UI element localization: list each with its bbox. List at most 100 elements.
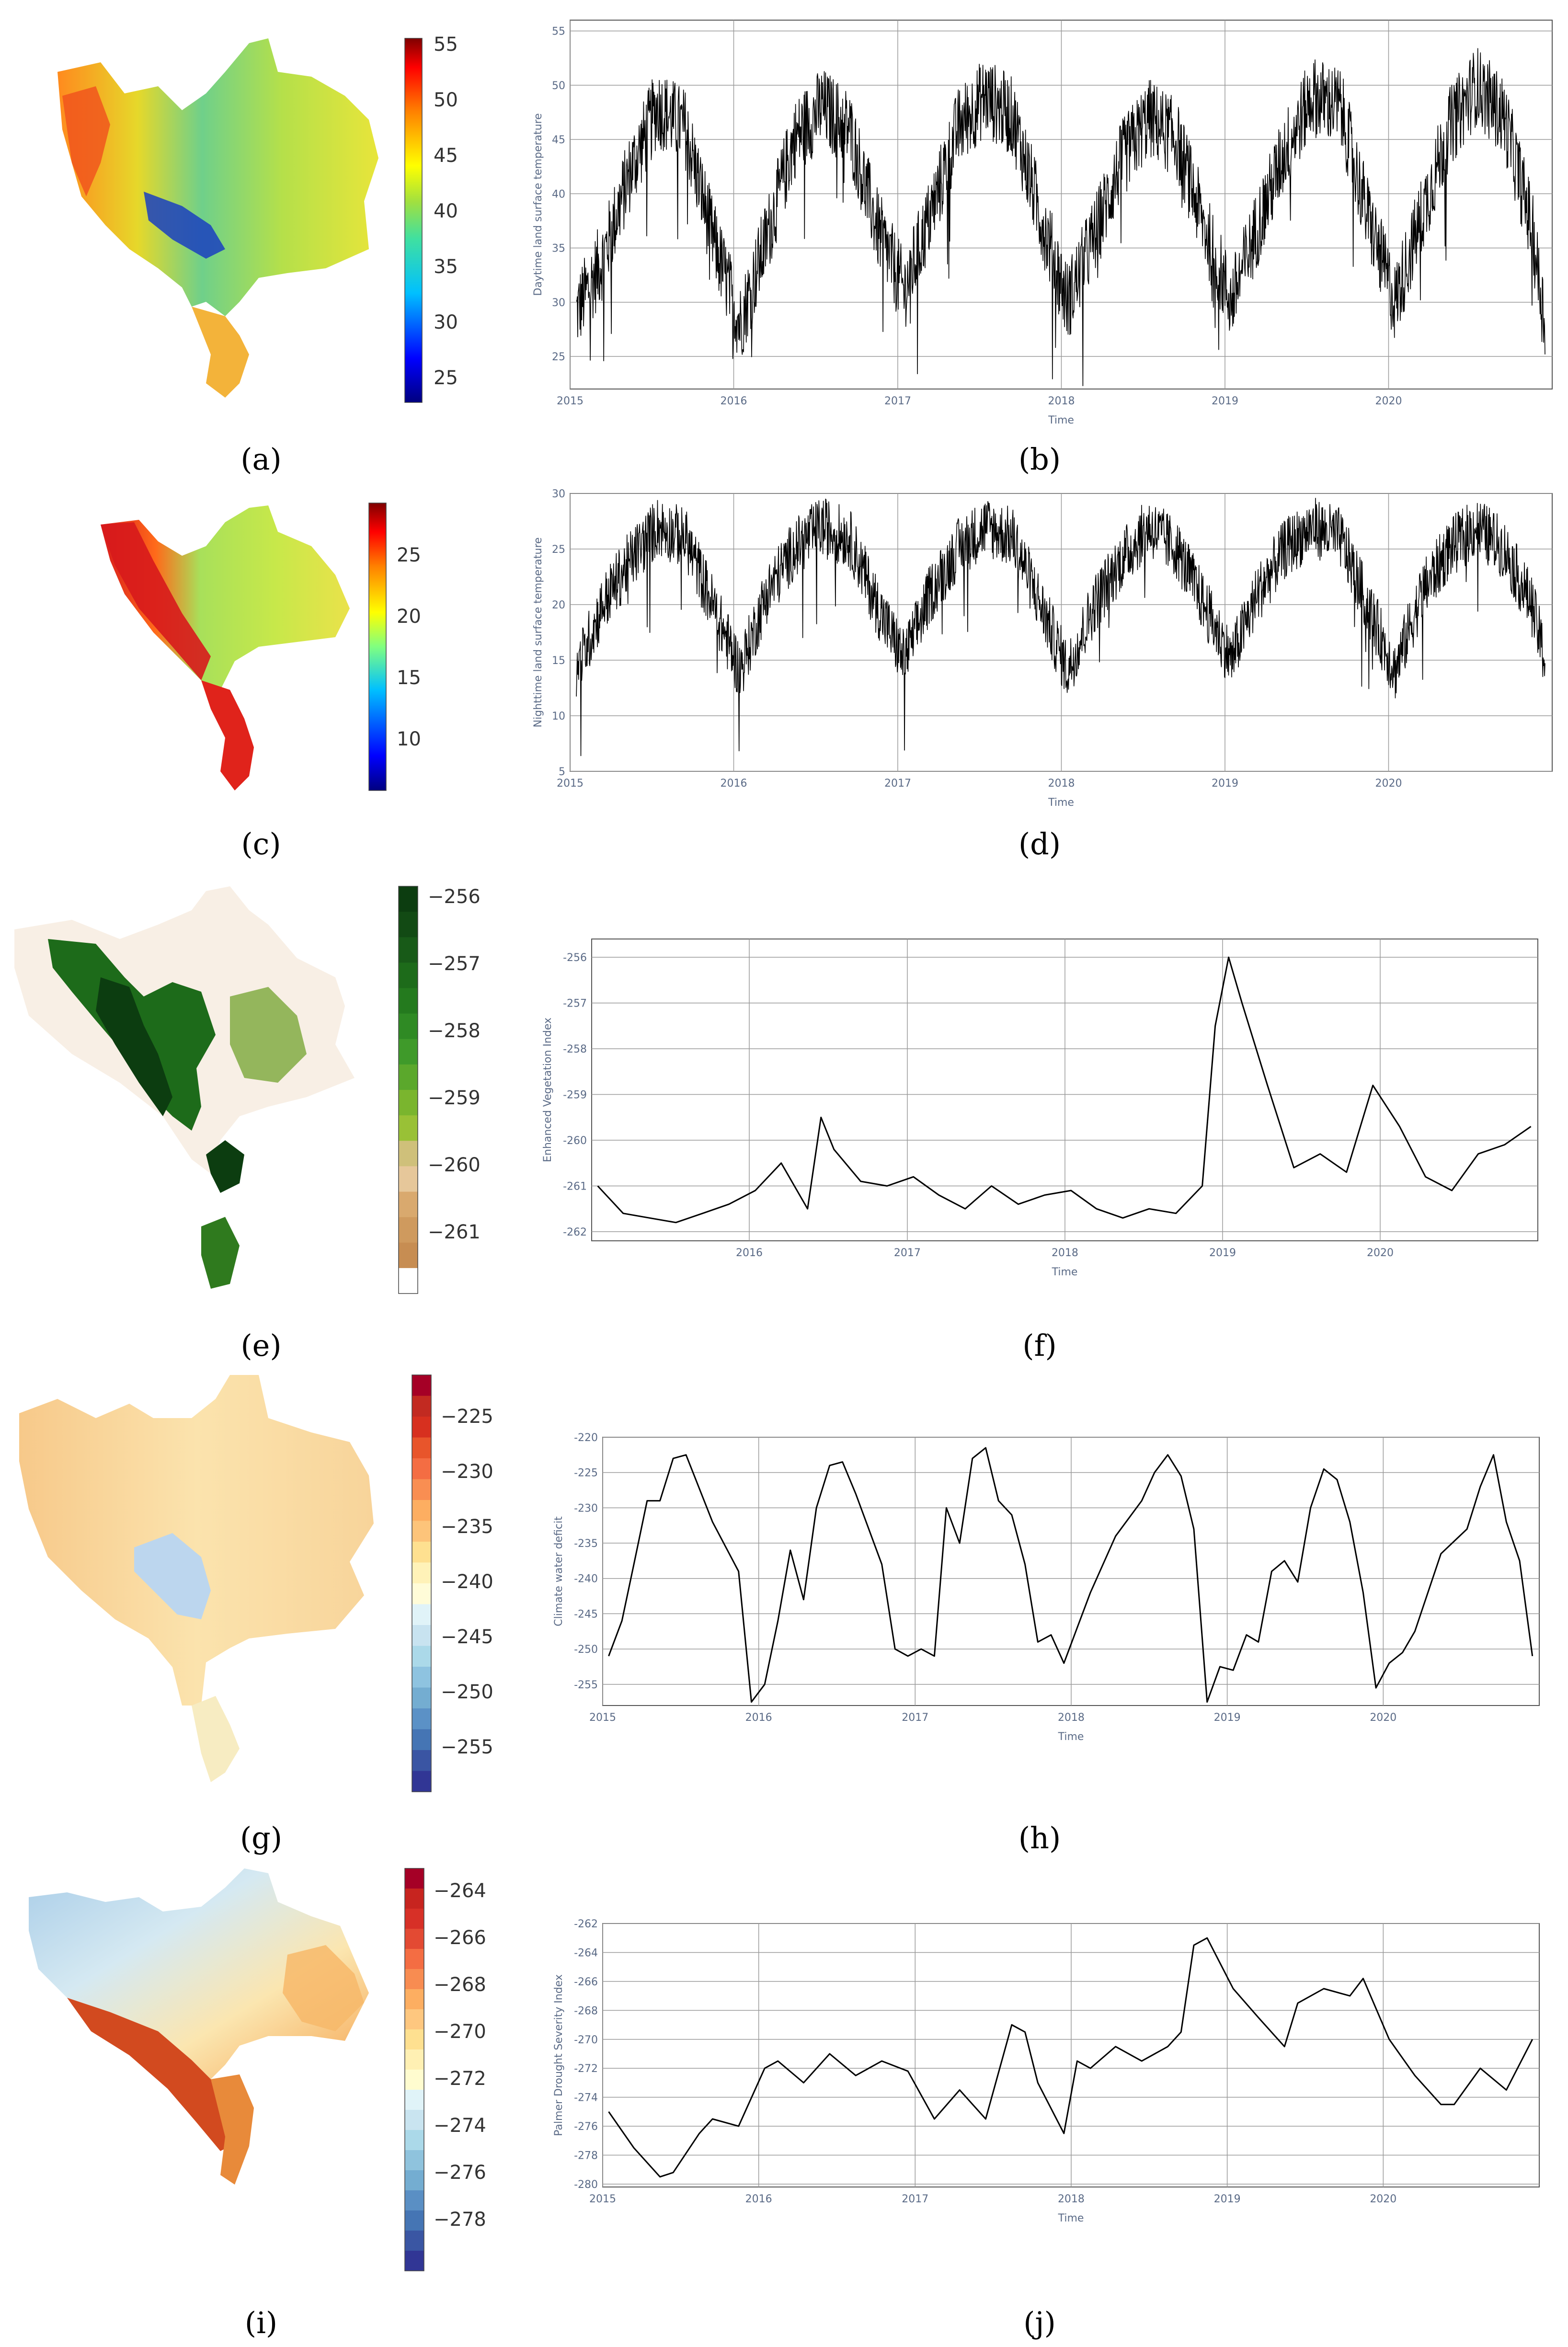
region-shape-c (101, 505, 350, 690)
colorbar-tick: −245 (441, 1626, 493, 1648)
colorbar-tick: −272 (434, 2068, 486, 2090)
colorbar-step (405, 1969, 424, 1990)
x-tick-label: 2019 (1209, 1247, 1236, 1259)
y-tick-label: 50 (552, 80, 565, 92)
chart-nighttime-lst: 5 10 15 20 25 30 2015 2016 2017 2018 2019 2020 Time N… (532, 488, 1553, 809)
colorbar-tick: −235 (441, 1516, 493, 1538)
colorbar-ticks-c: 25 20 15 10 (397, 544, 421, 750)
series-line (576, 498, 1545, 756)
colorbar-step (412, 1604, 431, 1626)
x-tick-label: 2016 (736, 1247, 763, 1259)
map-c (101, 505, 350, 790)
colorbar-ticks-g: −225 −230 −235 −240 −245 −250 −255 (441, 1406, 493, 1758)
colorbar-step (412, 1479, 431, 1500)
y-axis-label: Climate water deficit (553, 1516, 565, 1626)
colorbar-step (412, 1729, 431, 1751)
y-tick-label: -276 (574, 2121, 598, 2133)
panel-label-i: (i) (245, 2305, 277, 2340)
colorbar-step (405, 1909, 424, 1929)
colorbar-step (399, 886, 418, 912)
colorbar-step (412, 1708, 431, 1730)
x-tick-label: 2018 (1052, 1247, 1078, 1259)
region-shape-c-tail (201, 680, 254, 790)
colorbar-step (405, 1949, 424, 1969)
region-shape-a-blue (144, 192, 225, 259)
colorbar-step (399, 962, 418, 989)
y-tick-label: -256 (563, 952, 587, 964)
map-g (19, 1375, 374, 1782)
x-axis-label: Time (1058, 2212, 1084, 2224)
colorbar-step (399, 912, 418, 938)
region-shape-g-tail (192, 1696, 240, 1782)
colorbar-tick: −278 (434, 2209, 486, 2231)
x-axis-label: Time (1048, 797, 1074, 809)
x-axis-label: Time (1058, 1731, 1084, 1743)
region-shape-i (29, 1868, 369, 2079)
y-tick-label: 25 (552, 544, 565, 556)
colorbar-step (412, 1583, 431, 1605)
colorbar-e (398, 886, 418, 1294)
y-tick-label: 15 (552, 655, 565, 667)
chart-evi: -256 -257 -258 -259 -260 -261 -262 2016 2017 2018… (542, 939, 1538, 1278)
chart-daytime-lst: 25 30 35 40 45 50 55 2015 2016 2017 2018 2019 2020 Ti… (532, 20, 1553, 426)
region-shape-g-blue (134, 1533, 211, 1619)
y-tick-label: -270 (574, 2034, 598, 2046)
colorbar-tick: −250 (441, 1681, 493, 1703)
colorbar-step (412, 1562, 431, 1584)
colorbar-step (399, 1242, 418, 1269)
x-axis-label: Time (1048, 414, 1074, 426)
y-tick-label: 40 (552, 188, 565, 200)
colorbar-ticks-i: −264 −266 −268 −270 −272 −274 −276 −278 (434, 1880, 486, 2231)
series-line (597, 956, 1532, 1224)
region-shape-e-east (230, 987, 307, 1083)
colorbar-ticks-a: 55 50 45 40 35 30 25 (434, 34, 458, 389)
region-shape-e-dark (96, 977, 172, 1116)
colorbar-step (405, 1868, 424, 1889)
colorbar-step (399, 1013, 418, 1040)
y-tick-label: -220 (574, 1432, 598, 1444)
colorbar-step (412, 1542, 431, 1563)
x-axis-label: Time (1052, 1266, 1078, 1278)
colorbar-step (412, 1521, 431, 1542)
y-tick-label: 55 (552, 26, 565, 38)
colorbar-ticks-e: −256 −257 −258 −259 −260 −261 (428, 886, 481, 1243)
colorbar-tick: −260 (428, 1154, 481, 1176)
colorbar-tick: −270 (434, 2021, 486, 2043)
colorbar-tick: −258 (428, 1020, 481, 1042)
region-shape-i-tail (211, 2074, 254, 2185)
y-tick-label: 30 (552, 488, 565, 500)
x-tick-label: 2018 (1058, 1712, 1085, 1724)
colorbar-c (368, 503, 387, 791)
colorbar-tick: −268 (434, 1974, 486, 1996)
colorbar-step (399, 988, 418, 1014)
colorbar-tick: −266 (434, 1927, 486, 1949)
y-tick-label: -258 (563, 1043, 587, 1055)
colorbar-tick: 25 (434, 367, 458, 389)
x-tick-label: 2019 (1214, 2193, 1241, 2205)
colorbar-step (405, 2070, 424, 2090)
colorbar-step (399, 1268, 418, 1294)
colorbar-step (412, 1646, 431, 1667)
colorbar-step (405, 2190, 424, 2211)
colorbar-tick: 45 (434, 145, 458, 167)
x-tick-label: 2016 (745, 2193, 772, 2205)
region-shape-a (57, 38, 378, 316)
panel-label-h: (h) (1019, 1820, 1061, 1855)
region-shape-g (19, 1375, 374, 1706)
y-axis-label: Nighttime land surface temperature (532, 538, 544, 728)
colorbar-step (399, 1141, 418, 1167)
colorbar-step (412, 1500, 431, 1522)
colorbar-tick: 35 (434, 256, 458, 278)
colorbar-step (412, 1437, 431, 1459)
colorbar-step (412, 1458, 431, 1480)
x-tick-label: 2016 (721, 778, 747, 790)
x-tick-label: 2018 (1048, 778, 1075, 790)
y-tick-label: -240 (574, 1573, 598, 1585)
x-tick-label: 2019 (1214, 1712, 1241, 1724)
y-tick-label: 5 (559, 766, 565, 778)
y-tick-label: -262 (574, 1918, 598, 1930)
series-line (608, 1937, 1534, 2178)
chart-pdsi: -262 -264 -266 -268 -270 -272 -274 -276 -278 -280… (553, 1918, 1540, 2224)
y-tick-label: 10 (552, 710, 565, 722)
